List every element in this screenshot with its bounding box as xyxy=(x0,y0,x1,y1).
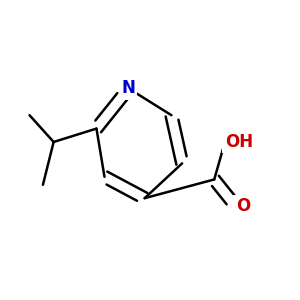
Text: OH: OH xyxy=(225,133,253,151)
Text: O: O xyxy=(236,197,250,215)
Text: OH: OH xyxy=(225,133,250,151)
Text: N: N xyxy=(122,80,135,98)
Text: O: O xyxy=(236,197,249,215)
Text: N: N xyxy=(122,80,136,98)
